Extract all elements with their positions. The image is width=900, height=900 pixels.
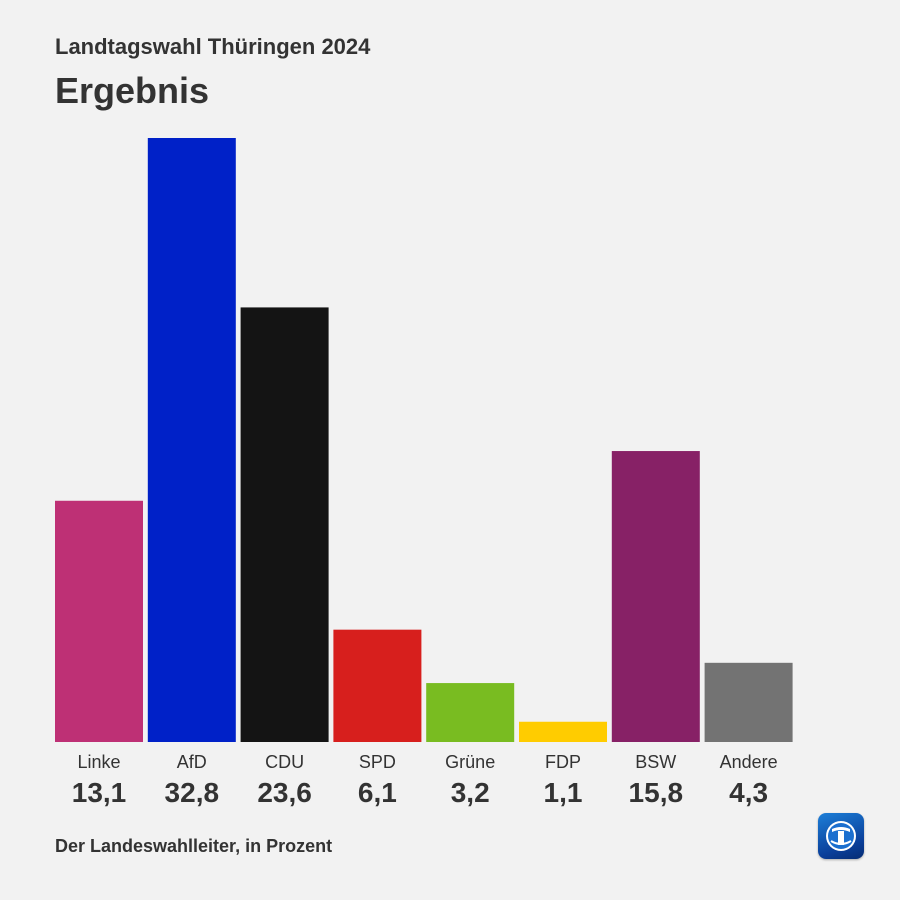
- category-label-gruene: Grüne: [445, 752, 495, 772]
- category-label-afd: AfD: [177, 752, 207, 772]
- category-label-cdu: CDU: [265, 752, 304, 772]
- category-label-linke: Linke: [77, 752, 120, 772]
- bar-cdu: [240, 307, 329, 742]
- value-label-linke: 13,1: [72, 777, 127, 808]
- category-label-fdp: FDP: [545, 752, 581, 772]
- source-note: Der Landeswahlleiter, in Prozent: [55, 836, 333, 856]
- value-label-gruene: 3,2: [451, 777, 490, 808]
- value-label-andere: 4,3: [729, 777, 768, 808]
- value-label-spd: 6,1: [358, 777, 397, 808]
- category-label-bsw: BSW: [635, 752, 676, 772]
- category-label-spd: SPD: [359, 752, 396, 772]
- category-label-andere: Andere: [720, 752, 778, 772]
- chart-title: Ergebnis: [55, 70, 210, 111]
- value-label-bsw: 15,8: [629, 777, 684, 808]
- value-label-afd: 32,8: [165, 777, 220, 808]
- value-label-fdp: 1,1: [544, 777, 583, 808]
- bar-bsw: [611, 451, 700, 742]
- bar-andere: [704, 662, 793, 742]
- bar-spd: [333, 629, 422, 742]
- bar-afd: [147, 138, 236, 742]
- chart-supertitle: Landtagswahl Thüringen 2024: [55, 34, 371, 59]
- value-label-cdu: 23,6: [257, 777, 312, 808]
- bar-gruene: [426, 683, 515, 742]
- bar-linke: [55, 500, 143, 742]
- tagesschau-logo-icon: [818, 813, 864, 859]
- bar-fdp: [519, 721, 607, 742]
